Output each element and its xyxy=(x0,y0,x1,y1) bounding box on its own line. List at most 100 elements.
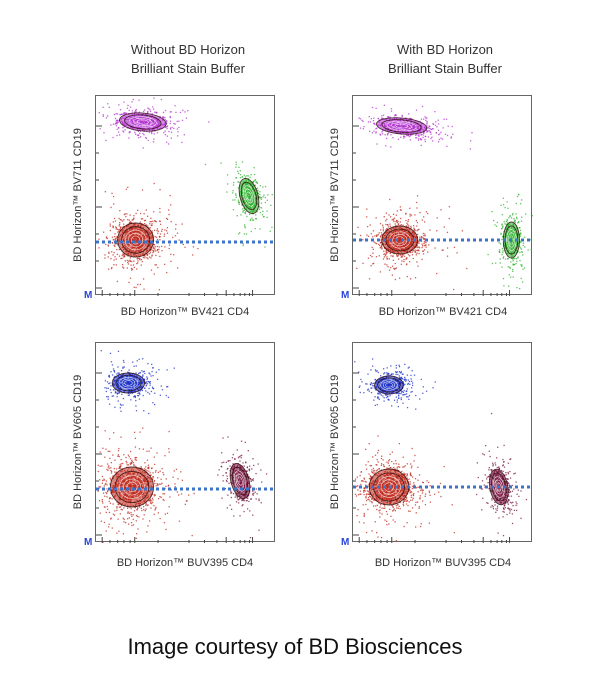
event-dot xyxy=(136,134,139,136)
event-dot xyxy=(245,210,247,213)
event-dot xyxy=(405,264,408,266)
event-dot xyxy=(118,466,121,468)
event-dot xyxy=(359,118,362,120)
event-dot xyxy=(119,219,122,221)
event-dot xyxy=(118,255,121,257)
event-dot xyxy=(118,223,121,226)
event-dot xyxy=(527,249,529,251)
event-dot xyxy=(519,235,522,237)
event-dot xyxy=(391,274,394,276)
event-dot xyxy=(123,267,125,269)
event-dot xyxy=(381,247,383,249)
event-dot xyxy=(149,250,152,252)
event-dot xyxy=(409,213,411,215)
event-dot xyxy=(259,191,261,193)
event-dot xyxy=(249,219,252,222)
event-dot xyxy=(519,247,522,249)
population-0 xyxy=(98,97,210,149)
event-dot xyxy=(255,218,258,220)
event-dot xyxy=(385,252,388,254)
event-dot xyxy=(263,216,265,218)
event-dot xyxy=(161,228,163,231)
event-dot xyxy=(501,253,503,256)
event-dot xyxy=(110,470,113,473)
contour-ring xyxy=(238,178,260,214)
event-dot xyxy=(184,246,186,248)
event-dot xyxy=(114,256,116,258)
event-dot xyxy=(127,512,129,514)
event-dot xyxy=(168,209,170,211)
event-dot xyxy=(107,450,109,452)
event-dot xyxy=(418,134,420,136)
event-dot xyxy=(106,381,109,383)
event-dot xyxy=(146,378,148,381)
event-dot xyxy=(183,134,185,136)
event-dot xyxy=(397,258,400,260)
event-dot xyxy=(423,241,425,243)
event-dot xyxy=(109,403,111,405)
event-dot xyxy=(111,364,114,366)
event-dot xyxy=(235,166,237,168)
event-dot xyxy=(115,119,118,122)
event-dot xyxy=(134,507,137,509)
event-dot xyxy=(380,229,382,231)
event-dot xyxy=(509,215,511,217)
event-dot xyxy=(519,240,521,242)
event-dot xyxy=(506,222,509,224)
event-dot xyxy=(135,399,137,402)
event-dot xyxy=(156,248,159,251)
event-dot xyxy=(512,270,514,273)
event-dot xyxy=(147,391,149,394)
event-dot xyxy=(145,209,147,211)
event-dot xyxy=(504,258,507,260)
event-dot xyxy=(140,264,142,266)
event-dot xyxy=(397,224,399,226)
event-dot xyxy=(179,111,182,114)
event-dot xyxy=(260,198,263,200)
event-dot xyxy=(422,236,424,239)
event-dot xyxy=(259,185,262,187)
event-dot xyxy=(405,225,408,227)
event-dot xyxy=(166,227,168,229)
event-dot xyxy=(178,126,180,129)
event-dot xyxy=(109,223,111,225)
event-dot xyxy=(151,370,153,373)
event-dot xyxy=(361,119,363,121)
event-dot xyxy=(165,119,168,122)
event-dot xyxy=(135,459,138,461)
event-dot xyxy=(241,203,243,206)
event-dot xyxy=(147,362,149,365)
event-dot xyxy=(502,197,505,199)
axis-ticks xyxy=(96,372,254,543)
event-dot xyxy=(421,243,423,245)
event-dot xyxy=(142,394,144,397)
event-dot xyxy=(421,105,424,108)
event-dot xyxy=(501,247,504,250)
event-dot xyxy=(376,143,378,145)
contour-ring xyxy=(386,120,417,132)
event-dot xyxy=(142,374,144,376)
event-dot xyxy=(118,225,120,227)
event-dot xyxy=(159,189,161,191)
event-dot xyxy=(374,242,377,244)
event-dot xyxy=(182,243,184,246)
event-dot xyxy=(509,266,511,268)
event-dot xyxy=(144,372,146,375)
event-dot xyxy=(504,206,506,209)
event-dot xyxy=(507,266,510,268)
event-dot xyxy=(112,226,114,229)
event-dot xyxy=(416,233,419,236)
event-dot xyxy=(159,223,162,225)
event-dot xyxy=(122,253,124,255)
event-dot xyxy=(444,133,447,135)
event-dot xyxy=(356,267,358,270)
event-dot xyxy=(173,122,175,125)
event-dot xyxy=(495,225,498,227)
event-dot xyxy=(116,240,118,242)
event-dot xyxy=(122,226,124,228)
event-dot xyxy=(372,236,374,238)
contour-ring xyxy=(507,232,515,248)
event-dot xyxy=(107,244,109,246)
event-dot xyxy=(166,386,168,388)
event-dot xyxy=(362,128,364,130)
